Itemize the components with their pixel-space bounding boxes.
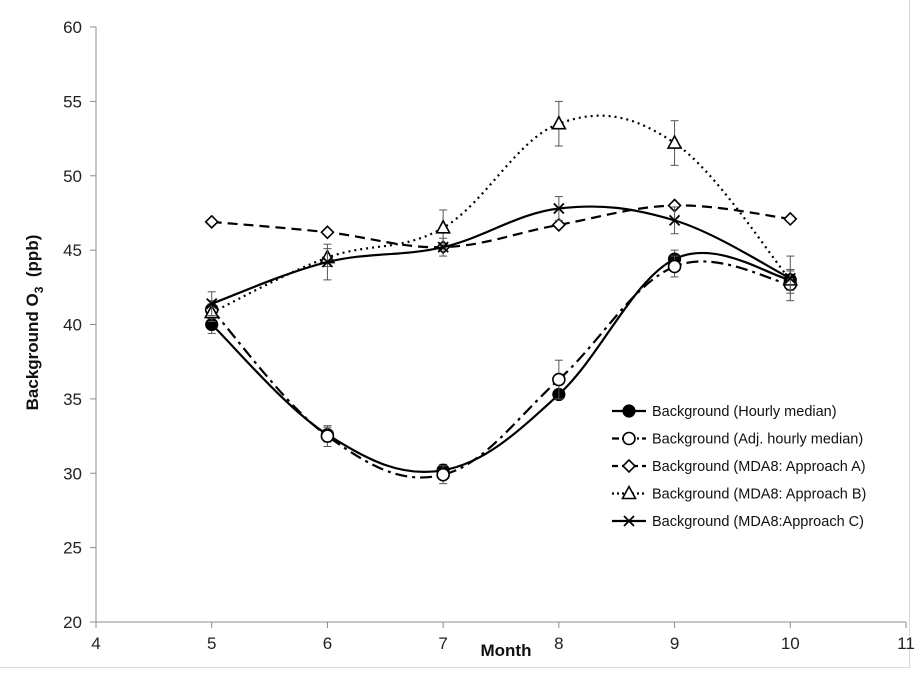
series-line: [211, 204, 791, 249]
marker-shape: [621, 458, 637, 474]
marker-shape: [551, 115, 567, 130]
legend-entry: Background (Hourly median): [612, 404, 837, 420]
data-point: [666, 134, 683, 149]
x-tick-label: 7: [438, 634, 447, 653]
series-5: [206, 196, 796, 317]
y-tick-label: 25: [63, 539, 82, 558]
legend-label: Background (MDA8: Approach A): [652, 459, 866, 475]
data-point: [206, 298, 218, 310]
marker-shape: [435, 219, 451, 234]
series-line: [211, 114, 792, 314]
data-point: [668, 214, 681, 227]
x-tick-label: 8: [554, 634, 563, 653]
marker-shape: [667, 259, 682, 274]
marker-stroke: [437, 241, 449, 253]
data-point: [551, 115, 567, 130]
y-axis-title-units: (ppb): [23, 235, 42, 287]
marker-shape: [320, 429, 335, 443]
y-axis-title: Background O3 (ppb): [23, 235, 46, 411]
data-point: [436, 467, 450, 482]
legend: Background (Hourly median) Background (Ad…: [612, 404, 866, 530]
marker-shape: [551, 217, 566, 232]
marker-shape: [621, 484, 637, 500]
plot-area: [203, 100, 799, 485]
data-point: [321, 256, 334, 268]
series-4: [203, 100, 799, 323]
y-axis-title-subscript: 3: [32, 286, 46, 293]
legend-entry: Background (MDA8:Approach C): [612, 514, 864, 530]
x-axis-title: Month: [481, 641, 532, 660]
marker-shape: [320, 225, 335, 240]
legend-label: Background (Hourly median): [652, 404, 837, 420]
marker-stroke: [668, 214, 681, 227]
marker-shape: [436, 467, 450, 482]
marker-shape: [783, 211, 798, 227]
legend-marker: [622, 404, 636, 418]
y-tick-label: 55: [63, 92, 82, 111]
y-axis-title-main: Background O: [23, 293, 42, 410]
y-tick-label: 45: [63, 241, 82, 260]
data-point: [667, 259, 682, 274]
x-tick-label: 6: [323, 634, 332, 653]
legend-label: Background (Adj. hourly median): [652, 432, 863, 448]
legend-entry: Background (Adj. hourly median): [612, 432, 863, 448]
marker-shape: [666, 134, 683, 149]
x-tick-label: 4: [91, 634, 100, 653]
series-3: [204, 198, 798, 255]
marker-stroke: [623, 515, 635, 527]
chart-frame: [0, 0, 910, 668]
marker-stroke: [553, 202, 565, 215]
data-point: [437, 241, 449, 253]
data-point: [551, 217, 566, 232]
marker-shape: [204, 214, 219, 229]
marker-shape: [552, 372, 566, 387]
data-point: [552, 372, 566, 387]
data-point: [320, 429, 335, 443]
legend-entry: Background (MDA8: Approach A): [612, 458, 866, 475]
legend-marker: [623, 515, 635, 527]
marker-stroke: [321, 256, 334, 268]
data-point: [553, 202, 565, 215]
series-line: [211, 205, 791, 305]
legend-marker: [621, 484, 637, 500]
data-point: [435, 219, 451, 234]
data-point: [784, 272, 796, 285]
y-tick-label: 20: [63, 613, 82, 632]
y-tick-label: 35: [63, 390, 82, 409]
data-point: [783, 211, 798, 227]
x-tick-label: 11: [897, 634, 915, 653]
x-tick-label: 10: [781, 634, 800, 653]
series-2: [204, 255, 798, 485]
marker-shape: [622, 404, 636, 418]
legend-label: Background (MDA8:Approach C): [652, 514, 864, 530]
data-point: [320, 225, 335, 240]
marker-stroke: [784, 272, 796, 285]
x-tick-label: 9: [670, 634, 679, 653]
legend-label: Background (MDA8: Approach B): [652, 487, 866, 503]
y-tick-label: 40: [63, 316, 82, 335]
marker-stroke: [206, 298, 218, 310]
legend-marker: [622, 431, 636, 446]
x-tick-label: 5: [207, 634, 216, 653]
y-tick-label: 60: [63, 18, 82, 37]
y-tick-label: 50: [63, 167, 82, 186]
legend-marker: [621, 458, 637, 474]
series-line: [210, 260, 791, 479]
series-line: [210, 251, 791, 474]
legend-entry: Background (MDA8: Approach B): [612, 484, 866, 503]
data-point: [204, 214, 219, 229]
marker-shape: [622, 431, 636, 446]
y-tick-label: 30: [63, 464, 82, 483]
